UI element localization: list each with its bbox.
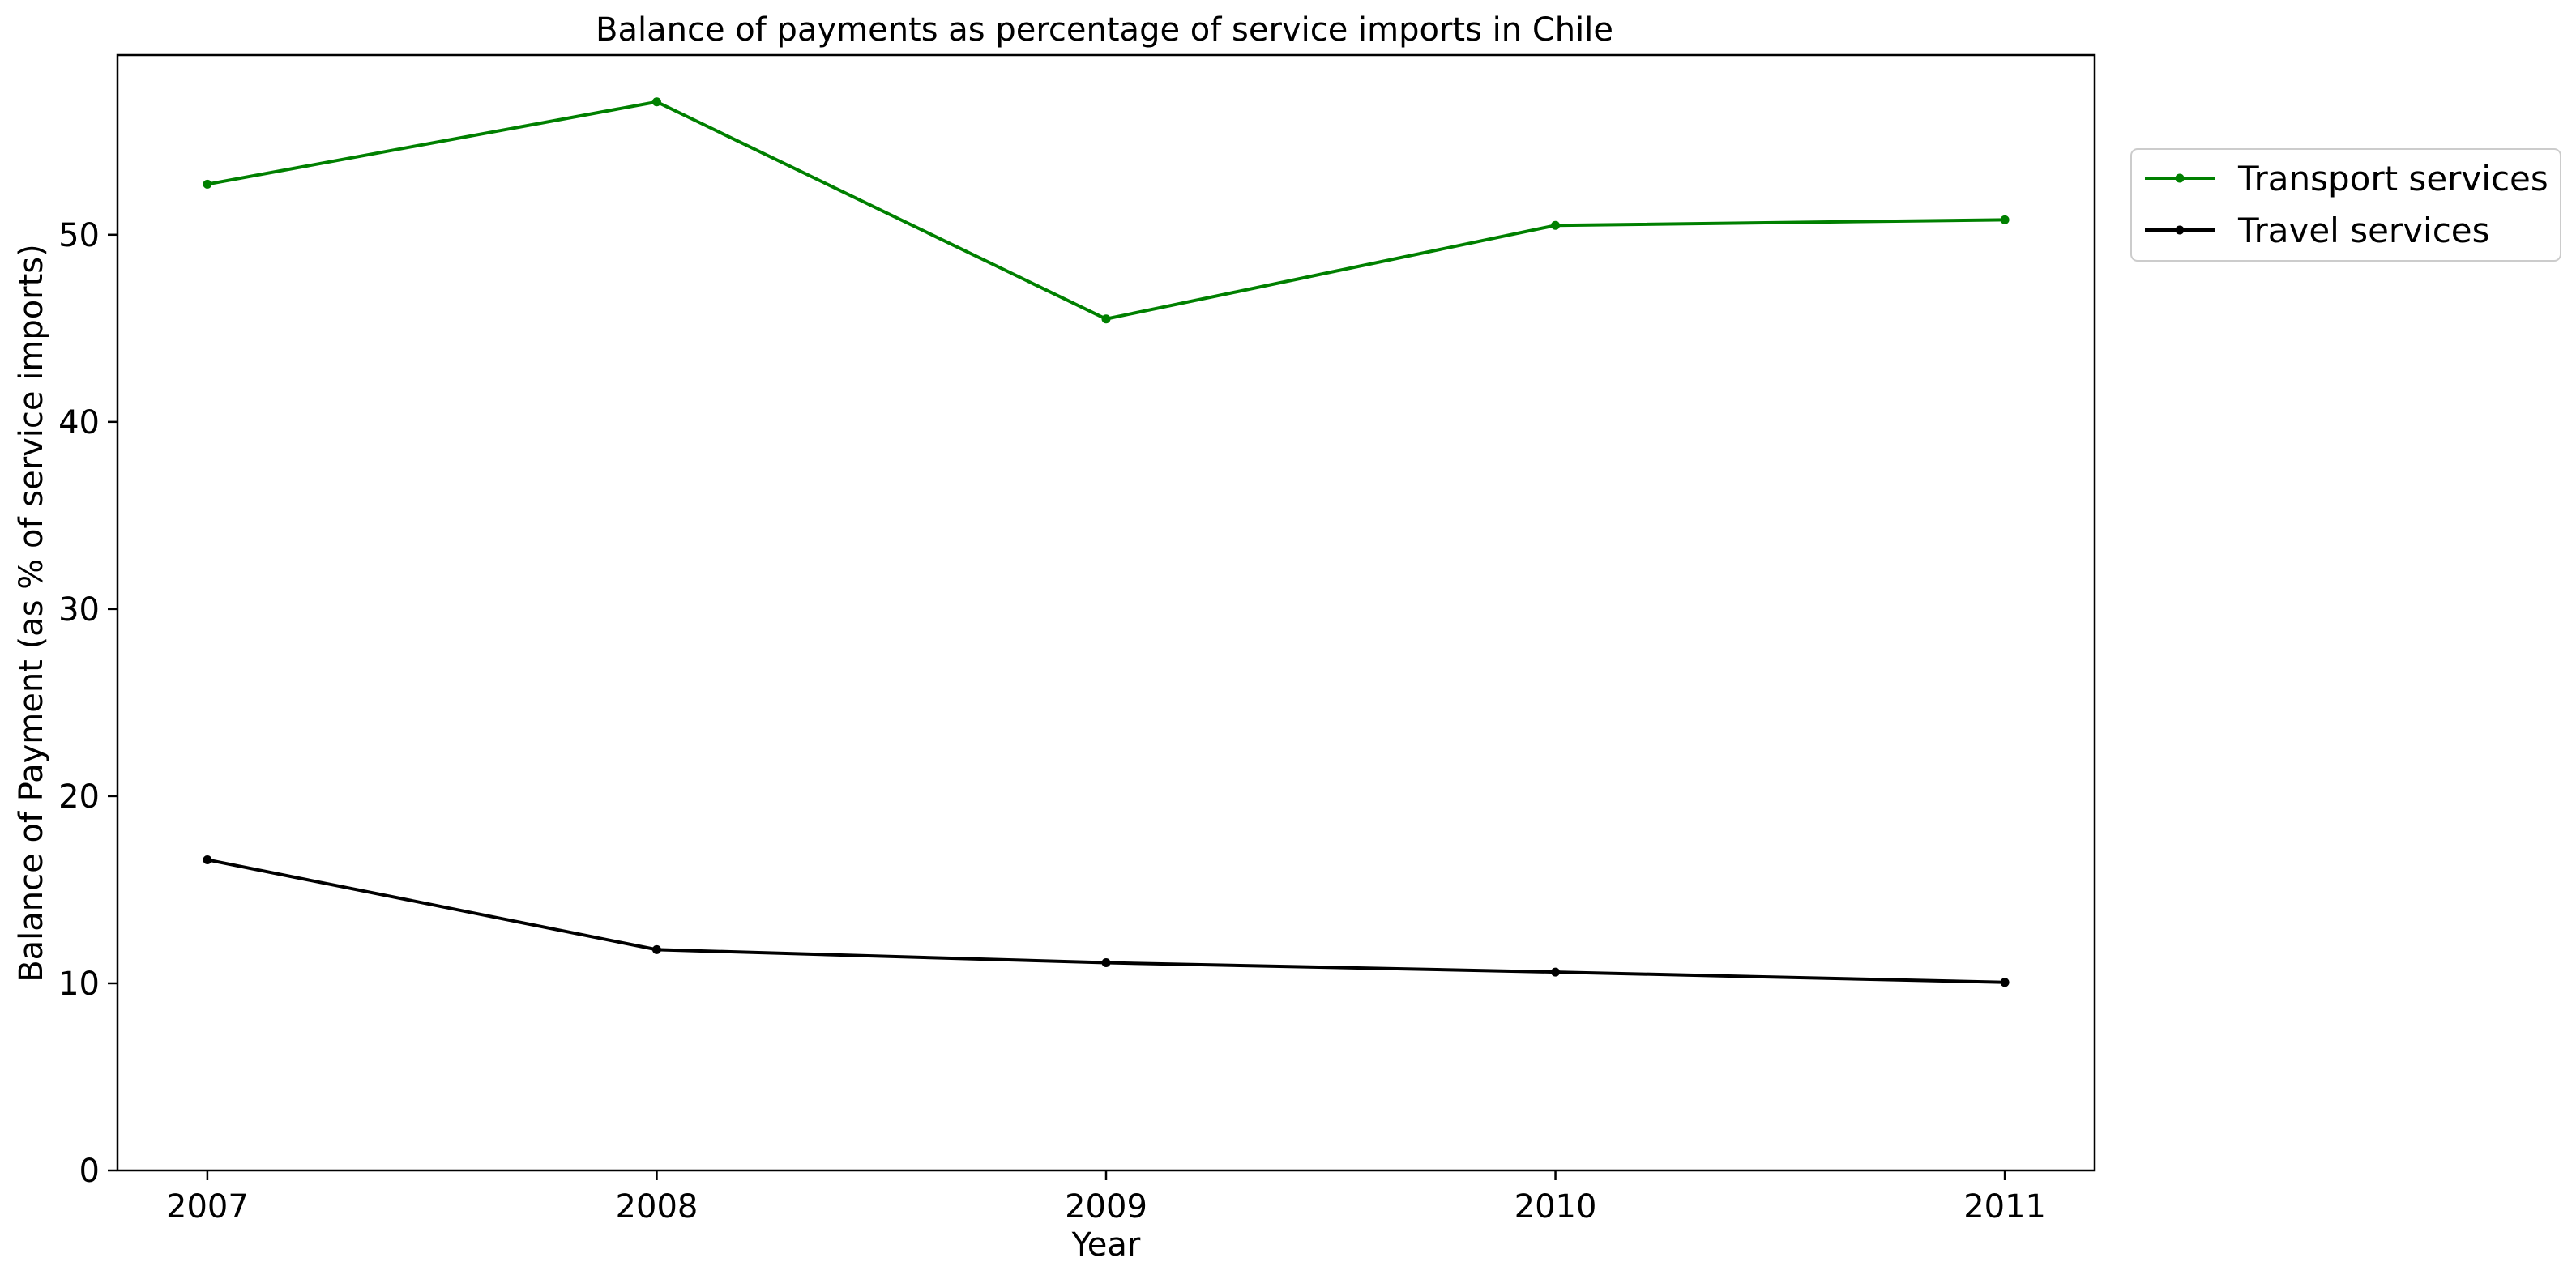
legend-marker-travel-services bbox=[2175, 225, 2185, 235]
legend-box bbox=[2130, 148, 2561, 262]
x-tick-label: 2009 bbox=[1065, 1188, 1147, 1226]
y-tick-label: 50 bbox=[58, 217, 100, 254]
data-point-transport-services bbox=[203, 179, 212, 189]
data-point-transport-services bbox=[651, 97, 661, 107]
x-tick-label: 2007 bbox=[166, 1188, 249, 1226]
series-layer bbox=[203, 97, 2010, 987]
y-axis: 0 10 20 30 40 50 bbox=[58, 217, 117, 1190]
x-axis-label: Year bbox=[1071, 1226, 1141, 1264]
y-tick-label: 30 bbox=[58, 591, 100, 629]
y-tick-label: 0 bbox=[79, 1153, 100, 1190]
data-point-transport-services bbox=[2000, 215, 2010, 224]
legend: Transport services Travel services bbox=[2130, 148, 2561, 262]
data-point-travel-services bbox=[1101, 958, 1111, 968]
x-axis: 2007 2008 2009 2010 2011 bbox=[166, 1170, 2046, 1226]
y-axis-label: Balance of Payment (as % of service impo… bbox=[13, 244, 50, 983]
data-point-travel-services bbox=[203, 855, 212, 864]
chart-title: Balance of payments as percentage of ser… bbox=[596, 11, 1613, 49]
legend-label-travel-services: Travel services bbox=[2237, 211, 2490, 250]
data-point-transport-services bbox=[1551, 220, 1561, 230]
legend-label-transport-services: Transport services bbox=[2237, 159, 2548, 198]
series-line-transport-services bbox=[207, 100, 2006, 321]
data-point-travel-services bbox=[1551, 967, 1561, 977]
y-tick-label: 40 bbox=[58, 404, 100, 441]
x-tick-label: 2010 bbox=[1514, 1188, 1597, 1226]
data-point-travel-services bbox=[651, 944, 661, 954]
y-tick-label: 20 bbox=[58, 778, 100, 816]
y-tick-label: 10 bbox=[58, 966, 100, 1003]
data-point-transport-services bbox=[1101, 314, 1111, 324]
x-tick-label: 2011 bbox=[1963, 1188, 2046, 1226]
data-point-travel-services bbox=[2000, 978, 2010, 987]
x-tick-label: 2008 bbox=[616, 1188, 698, 1226]
legend-marker-transport-services bbox=[2175, 173, 2185, 183]
